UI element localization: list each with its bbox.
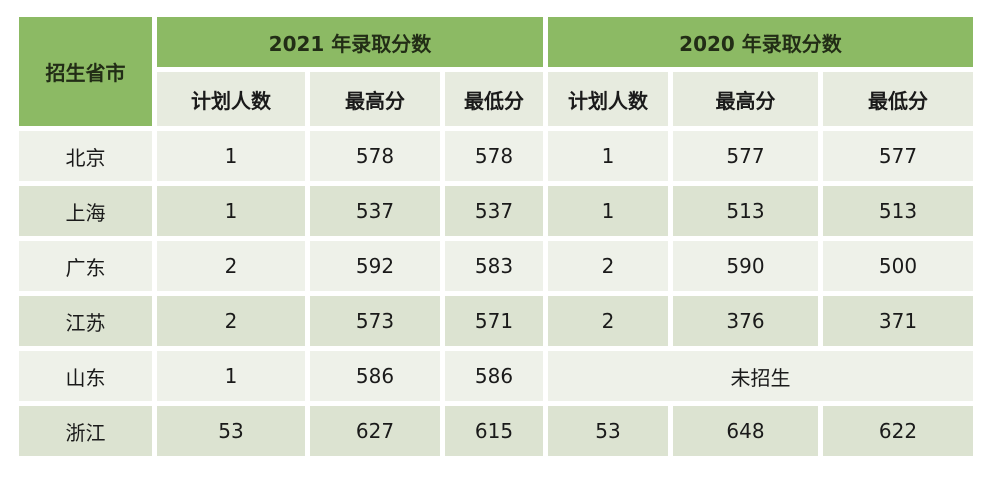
max-2021-cell: 627 [310, 406, 440, 456]
plan-2021-cell: 1 [157, 131, 305, 181]
max-2021-cell: 573 [310, 296, 440, 346]
max-2020-cell: 648 [673, 406, 818, 456]
min-2021-cell: 586 [445, 351, 543, 401]
table-row-guangdong: 广东 2 592 583 2 590 500 [19, 241, 973, 291]
max-2020-cell: 577 [673, 131, 818, 181]
plan-2021-cell: 1 [157, 186, 305, 236]
min-2020-cell: 371 [823, 296, 973, 346]
table-row-jiangsu: 江苏 2 573 571 2 376 371 [19, 296, 973, 346]
col-header-max-2021: 最高分 [310, 72, 440, 126]
min-2021-cell: 537 [445, 186, 543, 236]
group-header-2020: 2020 年录取分数 [548, 17, 973, 67]
province-cell: 北京 [19, 131, 152, 181]
min-2020-cell: 500 [823, 241, 973, 291]
table-row-beijing: 北京 1 578 578 1 577 577 [19, 131, 973, 181]
max-2021-cell: 537 [310, 186, 440, 236]
group-header-row: 招生省市 2021 年录取分数 2020 年录取分数 [19, 17, 973, 126]
min-2021-cell: 583 [445, 241, 543, 291]
plan-2020-cell: 53 [548, 406, 668, 456]
max-2020-cell: 376 [673, 296, 818, 346]
plan-2021-cell: 2 [157, 241, 305, 291]
plan-2020-cell: 2 [548, 241, 668, 291]
max-2021-cell: 578 [310, 131, 440, 181]
sub-header-row: 计划人数 最高分 最低分 计划人数 最高分 最低分 [19, 72, 973, 126]
plan-2020-cell: 1 [548, 131, 668, 181]
max-2020-cell: 590 [673, 241, 818, 291]
province-cell: 山东 [19, 351, 152, 401]
page: 招生省市 2021 年录取分数 2020 年录取分数 计划人数 最高分 最低分 … [14, 12, 978, 461]
plan-2021-cell: 2 [157, 296, 305, 346]
corner-header-province: 招生省市 [19, 17, 152, 126]
province-cell: 上海 [19, 186, 152, 236]
col-header-min-2021: 最低分 [445, 72, 543, 126]
province-cell: 广东 [19, 241, 152, 291]
min-2020-cell: 622 [823, 406, 973, 456]
no-enrollment-cell: 未招生 [548, 351, 973, 401]
max-2020-cell: 513 [673, 186, 818, 236]
col-header-plan-2020: 计划人数 [548, 72, 668, 126]
plan-2020-cell: 1 [548, 186, 668, 236]
province-cell: 江苏 [19, 296, 152, 346]
plan-2021-cell: 53 [157, 406, 305, 456]
admission-score-table: 招生省市 2021 年录取分数 2020 年录取分数 计划人数 最高分 最低分 … [14, 12, 978, 461]
min-2020-cell: 513 [823, 186, 973, 236]
min-2020-cell: 577 [823, 131, 973, 181]
col-header-min-2020: 最低分 [823, 72, 973, 126]
group-header-2021: 2021 年录取分数 [157, 17, 543, 67]
min-2021-cell: 615 [445, 406, 543, 456]
plan-2021-cell: 1 [157, 351, 305, 401]
max-2021-cell: 592 [310, 241, 440, 291]
table-row-shanghai: 上海 1 537 537 1 513 513 [19, 186, 973, 236]
province-cell: 浙江 [19, 406, 152, 456]
min-2021-cell: 571 [445, 296, 543, 346]
table-row-zhejiang: 浙江 53 627 615 53 648 622 [19, 406, 973, 456]
col-header-max-2020: 最高分 [673, 72, 818, 126]
max-2021-cell: 586 [310, 351, 440, 401]
min-2021-cell: 578 [445, 131, 543, 181]
col-header-plan-2021: 计划人数 [157, 72, 305, 126]
table-row-shandong: 山东 1 586 586 未招生 [19, 351, 973, 401]
plan-2020-cell: 2 [548, 296, 668, 346]
